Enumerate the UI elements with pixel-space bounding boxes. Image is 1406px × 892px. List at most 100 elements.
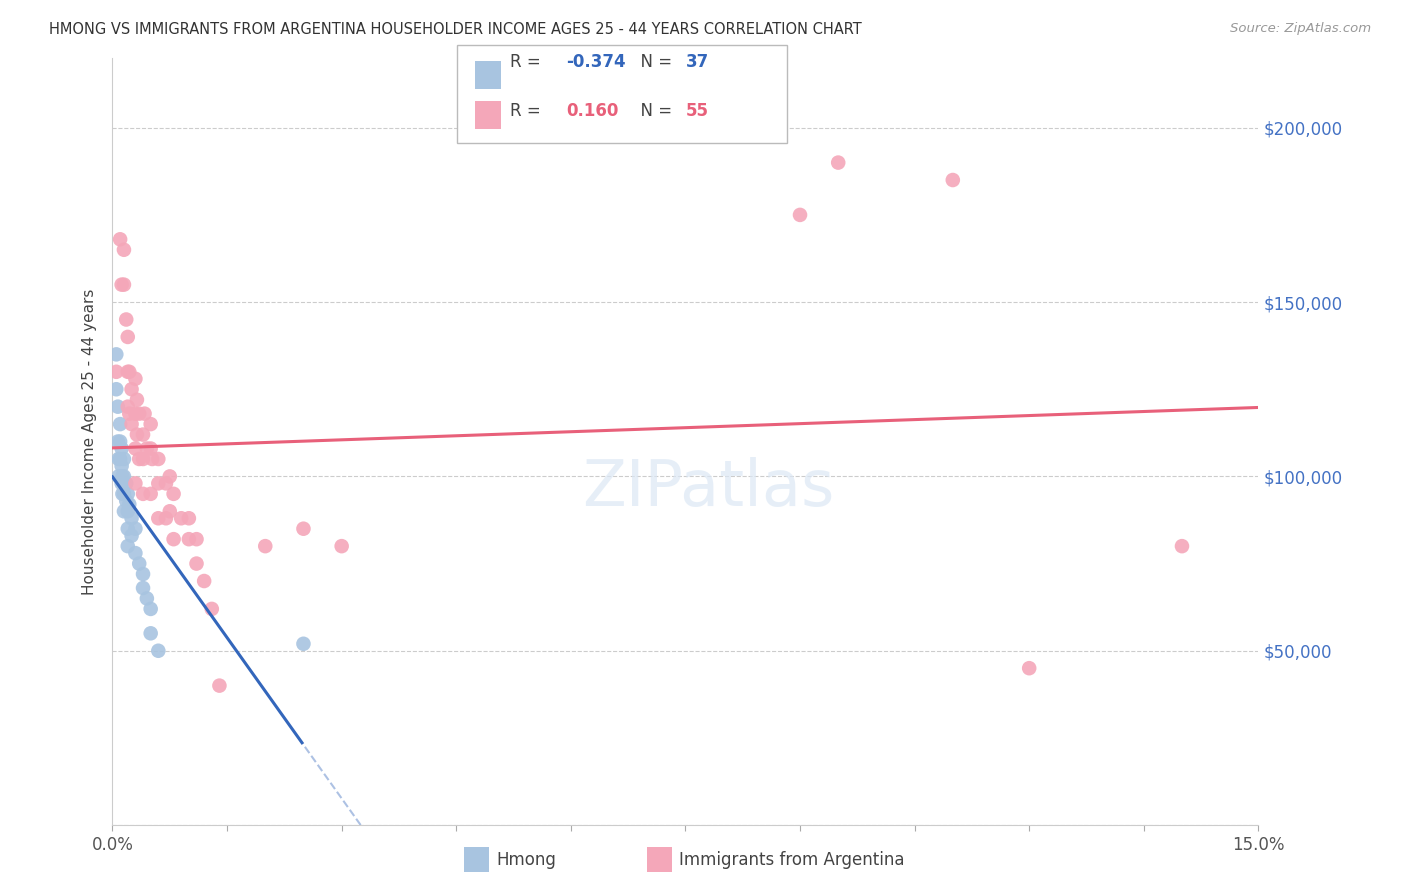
Point: [132, 427, 155, 442]
Point: [177, 511, 200, 525]
Text: -0.374: -0.374: [567, 54, 626, 71]
Point: [111, 442, 134, 456]
Text: N =: N =: [630, 103, 678, 120]
Point: [141, 452, 163, 467]
Point: [155, 476, 177, 491]
Point: [1018, 661, 1040, 675]
Point: [124, 476, 146, 491]
Point: [105, 382, 128, 396]
Point: [108, 417, 131, 431]
Point: [128, 557, 150, 571]
Point: [115, 476, 138, 491]
Point: [827, 155, 849, 169]
Point: [107, 434, 129, 449]
Point: [111, 469, 134, 483]
Point: [118, 365, 141, 379]
Point: [115, 493, 138, 508]
Point: [117, 522, 139, 536]
Point: [124, 522, 146, 536]
Text: R =: R =: [510, 54, 547, 71]
Point: [148, 476, 170, 491]
Point: [112, 469, 135, 483]
Point: [125, 392, 148, 407]
Point: [124, 442, 146, 456]
Point: [330, 539, 353, 553]
Point: [128, 407, 150, 421]
Point: [107, 400, 129, 414]
Point: [117, 365, 139, 379]
Point: [254, 539, 277, 553]
Point: [117, 504, 139, 518]
Text: Immigrants from Argentina: Immigrants from Argentina: [679, 851, 904, 869]
Point: [139, 417, 162, 431]
Point: [128, 452, 150, 467]
Point: [942, 173, 965, 187]
Point: [112, 277, 135, 292]
Point: [186, 532, 208, 546]
Point: [124, 407, 146, 421]
Point: [135, 591, 157, 606]
Point: [111, 476, 134, 491]
Point: [135, 442, 157, 456]
Point: [111, 458, 134, 473]
Point: [132, 452, 155, 467]
Point: [208, 679, 231, 693]
Text: Hmong: Hmong: [496, 851, 557, 869]
Point: [111, 487, 134, 501]
Point: [148, 452, 170, 467]
Point: [121, 417, 143, 431]
Point: [139, 602, 162, 616]
Point: [117, 487, 139, 501]
Point: [105, 365, 128, 379]
Point: [132, 567, 155, 582]
Point: [112, 452, 135, 467]
Point: [139, 487, 162, 501]
Point: [117, 539, 139, 553]
Point: [177, 532, 200, 546]
Point: [117, 400, 139, 414]
Point: [108, 434, 131, 449]
Point: [112, 504, 135, 518]
Point: [108, 452, 131, 467]
Point: [292, 637, 315, 651]
Point: [121, 511, 143, 525]
Point: [132, 487, 155, 501]
Point: [162, 487, 184, 501]
Point: [112, 243, 135, 257]
Point: [132, 581, 155, 595]
Point: [117, 330, 139, 344]
Point: [121, 382, 143, 396]
Point: [112, 487, 135, 501]
Point: [148, 644, 170, 658]
Point: [118, 407, 141, 421]
Point: [124, 372, 146, 386]
Point: [159, 469, 181, 483]
Point: [292, 522, 315, 536]
Text: HMONG VS IMMIGRANTS FROM ARGENTINA HOUSEHOLDER INCOME AGES 25 - 44 YEARS CORRELA: HMONG VS IMMIGRANTS FROM ARGENTINA HOUSE…: [49, 22, 862, 37]
Text: 37: 37: [686, 54, 710, 71]
Point: [155, 511, 177, 525]
Point: [170, 511, 193, 525]
Point: [148, 511, 170, 525]
Point: [115, 312, 138, 326]
Y-axis label: Householder Income Ages 25 - 44 years: Householder Income Ages 25 - 44 years: [82, 288, 97, 595]
Point: [1171, 539, 1194, 553]
Text: N =: N =: [630, 54, 678, 71]
Text: 0.160: 0.160: [567, 103, 619, 120]
Point: [159, 504, 181, 518]
Point: [124, 546, 146, 560]
Point: [121, 529, 143, 543]
Point: [108, 232, 131, 246]
Text: R =: R =: [510, 103, 547, 120]
Point: [125, 427, 148, 442]
Point: [118, 497, 141, 511]
Point: [134, 407, 156, 421]
Point: [789, 208, 811, 222]
Text: ZIPatlas: ZIPatlas: [582, 457, 835, 518]
Point: [201, 602, 224, 616]
Text: 55: 55: [686, 103, 709, 120]
Point: [139, 442, 162, 456]
Point: [111, 277, 134, 292]
Point: [193, 574, 215, 588]
Point: [162, 532, 184, 546]
